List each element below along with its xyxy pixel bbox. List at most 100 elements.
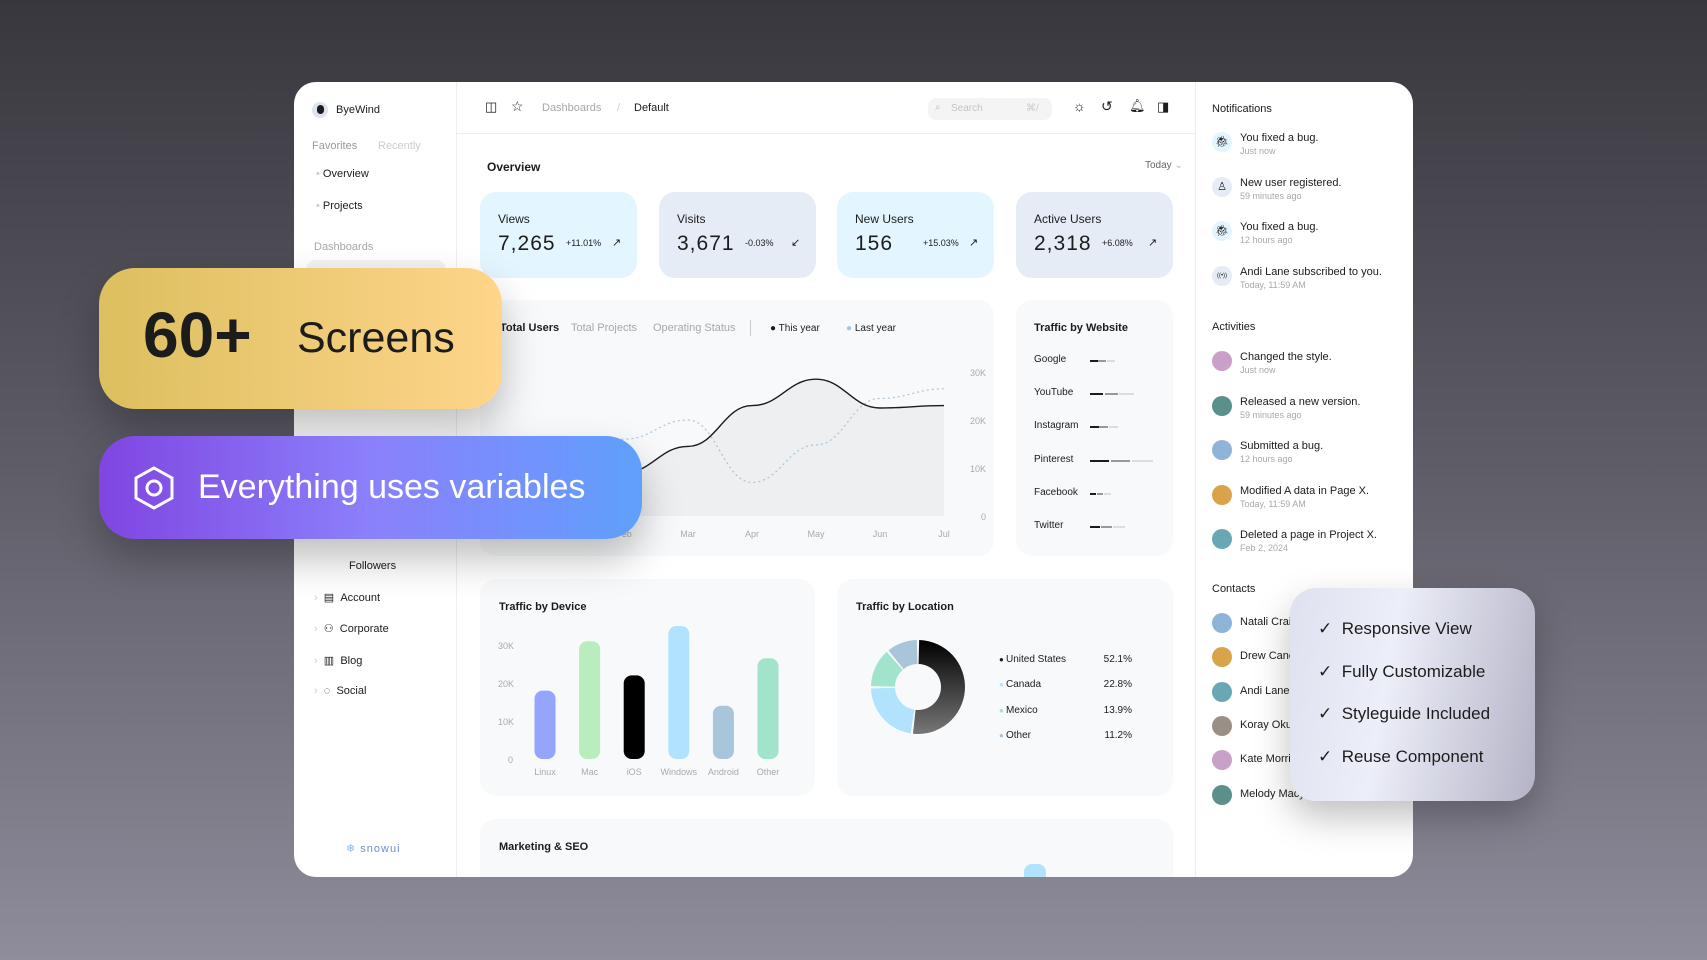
feature-label: Fully Customizable	[1341, 661, 1486, 681]
sidebar-item-corporate[interactable]: › ⚇ Corporate	[314, 623, 389, 635]
contact-name: Melody Macy	[1240, 787, 1305, 800]
legend-dot: ●	[999, 655, 1004, 664]
activity-text: Deleted a page in Project X.	[1240, 529, 1377, 542]
tab-recently[interactable]: Recently	[378, 140, 421, 152]
location-name: Canada	[1006, 679, 1042, 691]
traffic-location-card: Traffic by Location ● United States 52.1…	[837, 579, 1173, 796]
breadcrumb-default[interactable]: Default	[634, 102, 669, 114]
breadcrumb-dashboards[interactable]: Dashboards	[542, 102, 602, 114]
blog-icon: ▥	[323, 655, 335, 667]
favorite-overview[interactable]: • Overview	[316, 168, 369, 180]
location-percent: 11.2%	[1104, 729, 1132, 741]
panel-toggle-icon[interactable]: ◨	[1157, 99, 1170, 114]
website-bar-segment	[1119, 393, 1135, 396]
location-percent: 52.1%	[1103, 654, 1132, 665]
sun-icon[interactable]: ☼	[1073, 98, 1086, 114]
id-card-icon: ▤	[323, 592, 335, 604]
legend-this-year: ● This year	[770, 323, 820, 334]
stat-label: Active Users	[1034, 212, 1102, 226]
avatar	[1212, 395, 1232, 416]
stat-label: New Users	[855, 212, 914, 226]
section-dashboards: Dashboards	[314, 241, 374, 253]
website-bar-segment	[1090, 426, 1099, 429]
this-year-area	[560, 379, 944, 516]
traffic-website-card: Traffic by Website Google YouTube Instag…	[1016, 300, 1173, 556]
star-icon[interactable]: ☆	[511, 98, 524, 114]
broadcast-icon: ((•))	[1212, 265, 1232, 286]
tab-operating-status[interactable]: Operating Status	[653, 322, 736, 334]
bell-icon[interactable]: 🔔︎	[1129, 98, 1146, 113]
traffic-website-title: Traffic by Website	[1034, 322, 1128, 334]
tab-total-projects[interactable]: Total Projects	[571, 322, 638, 334]
donut-slice-canada	[871, 687, 915, 734]
sidebar-item-blog[interactable]: › ▥ Blog	[314, 655, 363, 667]
tab-total-users[interactable]: Total Users	[500, 322, 560, 334]
stat-card: New Users 156 +15.03% ↗	[837, 192, 994, 278]
x-tick-label: May	[807, 529, 825, 539]
stat-card: Views 7,265 +11.01% ↗	[480, 192, 637, 278]
feature-label: Reuse Component	[1341, 746, 1484, 766]
sidebar-item-social[interactable]: › ◌ Social	[314, 685, 367, 697]
favorite-projects[interactable]: • Projects	[316, 200, 363, 212]
stat-value: 3,671	[677, 232, 735, 255]
y-tick-label: 10K	[498, 717, 514, 727]
traffic-location-donut-chart	[871, 640, 965, 734]
avatar[interactable]	[312, 102, 328, 118]
website-name: Google	[1034, 354, 1067, 365]
range-select[interactable]: Today ⌄	[1145, 160, 1183, 171]
overview-title: Overview	[487, 160, 541, 174]
location-percent: 22.8%	[1103, 679, 1132, 691]
y-tick-label: 30K	[498, 641, 514, 651]
activity-time: Today, 11:59 AM	[1240, 498, 1306, 509]
stat-label: Views	[498, 212, 530, 226]
sidebar-item-label: Blog	[340, 655, 363, 667]
x-tick-label: Other	[757, 767, 780, 777]
tab-favorites[interactable]: Favorites	[312, 140, 358, 152]
legend-dot: ●	[999, 705, 1004, 715]
avatar	[1212, 784, 1232, 805]
sidebar-item-label: Social	[336, 685, 367, 697]
range-value: Today	[1145, 160, 1172, 171]
feature-label: Styleguide Included	[1341, 704, 1491, 724]
website-name: YouTube	[1034, 387, 1074, 399]
website-bar-segment	[1096, 492, 1104, 495]
website-bar-segment	[1101, 526, 1112, 528]
favorite-label: Projects	[322, 200, 363, 212]
user-name: ByeWind	[336, 104, 381, 116]
donut-slice-other	[888, 640, 918, 670]
activity-text: Modified A data in Page X.	[1240, 484, 1370, 497]
location-percent: 13.9%	[1103, 704, 1132, 716]
stat-value: 7,265	[498, 232, 556, 255]
sidebar-toggle-icon[interactable]: ◫	[485, 99, 498, 114]
stat-card: Visits 3,671 -0.03% ↙	[659, 192, 816, 278]
history-icon[interactable]: ↺	[1101, 98, 1113, 114]
user-icon: ♙	[1212, 176, 1232, 197]
hexagon-icon	[134, 466, 174, 510]
stat-change: -0.03%	[745, 238, 774, 248]
notification-text: Andi Lane subscribed to you.	[1240, 265, 1382, 278]
activity-text: Submitted a bug.	[1240, 440, 1324, 453]
feature-item: ✓ Reuse Component	[1318, 747, 1483, 767]
sidebar-item-account[interactable]: › ▤ Account	[314, 592, 381, 604]
search-input[interactable]: ⌕ Search ⌘/	[928, 98, 1052, 120]
check-icon: ✓	[1318, 661, 1333, 681]
donut-slice-united-states	[912, 640, 965, 734]
feature-item: ✓ Fully Customizable	[1318, 662, 1485, 682]
y-tick-label: 0	[981, 512, 986, 522]
variables-text: Everything uses variables	[198, 468, 586, 506]
screens-label: Screens	[297, 314, 455, 362]
activity-text: Released a new version.	[1240, 395, 1361, 408]
marketing-seo-title: Marketing & SEO	[499, 841, 589, 853]
search-shortcut: ⌘/	[1026, 103, 1039, 114]
device-bar-android	[712, 705, 734, 759]
chat-icon: ◌	[323, 685, 331, 697]
notification-text: You fixed a bug.	[1240, 132, 1319, 144]
traffic-device-bar-chart: 0 10K 20K 30K Linux Mac iOS Windows Android Other	[498, 626, 780, 777]
donut-slice-mexico	[871, 651, 903, 687]
sidebar-item-followers[interactable]: Followers	[349, 560, 397, 572]
x-tick-label: Jun	[873, 529, 888, 539]
notification-text: You fixed a bug.	[1240, 221, 1319, 234]
activity-time: Just now	[1240, 365, 1276, 375]
website-name: Pinterest	[1034, 453, 1074, 465]
avatar	[1212, 715, 1232, 736]
